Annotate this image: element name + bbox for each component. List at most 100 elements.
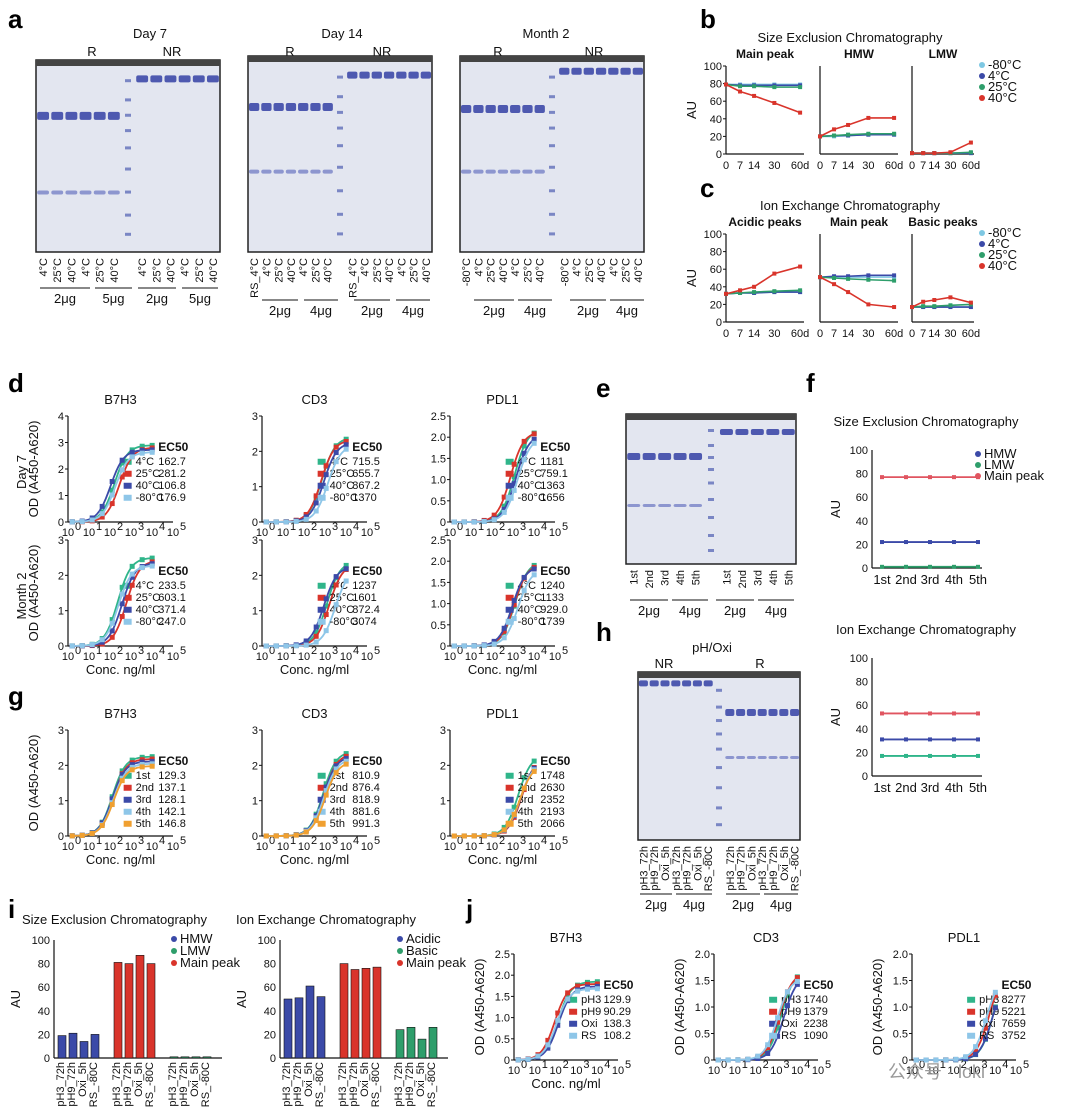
gel-a-month2-lane-label: 25°C — [621, 258, 633, 283]
chart-i-0-x-tick: RS_-80C — [200, 1062, 212, 1107]
chart-c-point — [832, 276, 837, 280]
chart-j-0-x-tick-exp: 4 — [604, 1059, 610, 1071]
gel-a-day14-ladder-band — [337, 95, 343, 99]
chart-i-1-legend-marker — [397, 948, 403, 954]
gel-a-month2-ladder-band — [549, 110, 555, 114]
chart-j-0-point — [565, 996, 571, 1002]
chart-d-3-ec50-value: 371.4 — [158, 604, 186, 616]
chart-f-1-point — [880, 737, 884, 742]
chart-d-0-legend-label: 25°C — [136, 468, 161, 480]
chart-d-1-point — [323, 472, 329, 478]
chart-g-1-ec50-header: EC50 — [352, 754, 382, 768]
chart-g-0-point — [129, 762, 135, 768]
chart-d-1-legend-marker — [317, 482, 326, 489]
gel-a-month2-lane-label: 25°C — [584, 258, 596, 283]
chart-j-0-legend-label: pH9 — [581, 1006, 601, 1018]
chart-f-0-legend-marker — [975, 473, 981, 479]
chart-g-2-x-tick: 10 — [486, 841, 498, 853]
chart-d-0-point — [109, 487, 115, 493]
chart-d-0-point — [69, 519, 75, 525]
chart-g-0-x-label: Conc. ng/ml — [86, 852, 155, 867]
chart-d-4-x-label: Conc. ng/ml — [280, 662, 349, 677]
chart-c-point — [846, 290, 851, 295]
chart-c-legend-label: 40°C — [988, 258, 1017, 273]
chart-j-0-point — [525, 1056, 531, 1062]
chart-d-5-x-tick: 10 — [444, 651, 456, 663]
chart-d-4-y-tick: 0 — [252, 641, 258, 653]
chart-d-1-ec50-header: EC50 — [352, 440, 382, 454]
chart-f-1-point — [928, 737, 932, 742]
gel-a-day14-ladder-band — [337, 110, 343, 114]
chart-g-1-x-tick: 10 — [340, 841, 352, 853]
chart-i-0-y-tick: 20 — [38, 1029, 50, 1041]
chart-g-0-ec50-value: 137.1 — [158, 782, 186, 794]
gel-a-day7-band — [192, 75, 205, 83]
chart-d-0-y-tick: 4 — [58, 411, 64, 423]
chart-d-2-point — [521, 450, 527, 456]
chart-j-1-point — [735, 1057, 741, 1063]
chart-d-5-point — [501, 628, 507, 634]
chart-d-3-ec50-value: 247.0 — [158, 616, 186, 628]
chart-d-4-point — [313, 639, 319, 645]
chart-j-1-y-tick: 1.5 — [695, 976, 710, 988]
chart-j-2-point — [973, 1047, 979, 1053]
chart-d-0-x-tick-exp: 2 — [117, 521, 123, 533]
chart-g-0-y-tick: 3 — [58, 725, 64, 737]
chart-g-1-point — [333, 766, 339, 772]
chart-j-0-title: B7H3 — [550, 930, 583, 945]
chart-j-0-point — [575, 988, 581, 994]
chart-g-0-point — [119, 772, 125, 778]
chart-d-5-x-tick-exp: 2 — [499, 645, 505, 657]
chart-d-4-point — [323, 612, 329, 618]
gel-a-day7-nr-2ug-amount: 2μg — [146, 291, 168, 306]
chart-j-1-legend-label: Oxi — [781, 1018, 798, 1030]
chart-j-1-point — [755, 1053, 761, 1059]
chart-f-0-y-tick: 20 — [856, 539, 868, 551]
gel-a-day14-lane-label: RS_4°C — [347, 258, 359, 298]
chart-i-1-x-tick: RS_-80C — [370, 1062, 382, 1107]
chart-g-1-legend-marker — [317, 820, 326, 827]
chart-i-1-y-tick: 40 — [264, 1006, 276, 1018]
chart-d-2-point — [511, 487, 517, 493]
gel-a-day7-5ug-amount: 5μg — [103, 291, 125, 306]
chart-b-x-tick: 14 — [748, 160, 760, 172]
gel-a-month2-2ug-amount: 2μg — [483, 303, 505, 318]
chart-d-0-x-tick-exp: 0 — [75, 521, 81, 533]
chart-i-1-y-tick: 60 — [264, 982, 276, 994]
gel-h-band — [725, 756, 735, 759]
chart-c-title: Ion Exchange Chromatography — [760, 198, 940, 213]
gel-a-day7-band — [93, 111, 106, 120]
chart-d-1-point — [343, 442, 349, 448]
gel-a-month2-band — [559, 67, 570, 75]
chart-b-point — [866, 131, 871, 136]
chart-b-point — [752, 93, 757, 98]
chart-d-2-y-tick: 2.0 — [431, 432, 446, 444]
gel-a-month2-band — [522, 105, 533, 113]
gel-a-day7-lane-label: 40°C — [165, 258, 177, 283]
chart-d-5-y-tick: 2.0 — [431, 556, 446, 568]
gel-a-month2-band — [460, 105, 472, 113]
chart-g-2-point — [501, 827, 507, 833]
gel-e-band — [750, 429, 764, 435]
chart-f-0-point — [952, 475, 956, 480]
chart-g-1-point — [293, 832, 299, 838]
chart-d-5-legend-label: -80°C — [518, 616, 546, 628]
gel-e-nr-2ug-amount: 2μg — [724, 603, 746, 618]
chart-j-0-legend-marker — [569, 996, 578, 1003]
chart-d-2-legend-marker — [505, 458, 514, 465]
chart-d-0-ec50-header: EC50 — [158, 440, 188, 454]
gel-h-ladder-band — [716, 688, 722, 692]
chart-d-1-point — [293, 518, 299, 524]
chart-g-1-point — [313, 815, 319, 821]
gel-e — [625, 413, 797, 565]
chart-d-4-legend-marker — [317, 582, 326, 589]
chart-d-5-y-tick: 1.0 — [431, 599, 446, 611]
chart-j-0-ec50-value: 108.2 — [603, 1030, 631, 1042]
chart-d-5-x-tick-exp: 3 — [520, 645, 526, 657]
chart-d-1-point — [273, 519, 279, 525]
chart-j-1-point — [784, 989, 790, 995]
chart-j-2-point — [953, 1056, 959, 1062]
chart-j-2-ec50-value: 3752 — [1001, 1030, 1025, 1042]
chart-j-2-point — [982, 1018, 988, 1024]
chart-d-0-legend-label: 4°C — [136, 456, 155, 468]
